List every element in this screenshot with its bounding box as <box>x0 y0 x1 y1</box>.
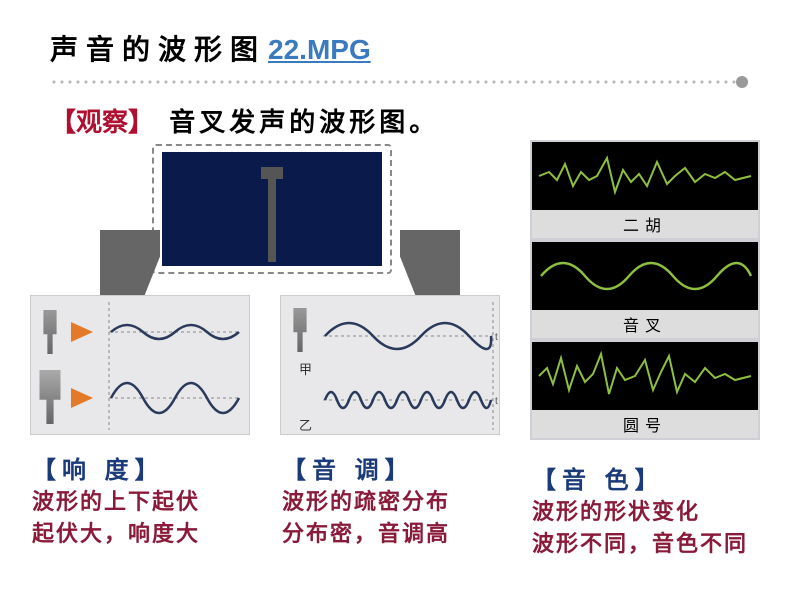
bracket: 】 <box>135 457 165 484</box>
observe-row: 【观察】 音叉发声的波形图。 <box>50 102 439 139</box>
erhu-wave <box>535 146 755 206</box>
bracket: 】 <box>385 457 415 484</box>
divider-end-dot <box>736 76 748 88</box>
svg-text:t: t <box>495 396 498 407</box>
svg-text:t: t <box>495 332 498 343</box>
timbre-label-fork: 音叉 <box>530 310 760 340</box>
arrow-right-icon <box>400 230 460 300</box>
panel-timbre: 二胡 音叉 圆号 <box>530 140 760 440</box>
fork-stem <box>268 172 276 262</box>
bracket: 【 <box>532 467 562 494</box>
page-title-row: 声音的波形图 22.MPG <box>50 28 371 68</box>
desc-pitch: 波形的疏密分布 分布密，音调高 <box>282 486 450 550</box>
bracket-open: 【 <box>50 107 76 137</box>
bracket: 【 <box>282 457 312 484</box>
loudness-figure <box>31 296 250 435</box>
bracket: 【 <box>32 457 62 484</box>
timbre-label-erhu: 二胡 <box>530 210 760 240</box>
tuning-fork-image <box>162 152 382 266</box>
title-link[interactable]: 22.MPG <box>268 34 371 66</box>
desc-timbre: 波形的形状变化 波形不同，音色不同 <box>532 496 748 560</box>
timbre-box-fork <box>530 240 760 310</box>
caption-pitch: 【音 调】 <box>282 450 415 485</box>
pitch-figure: 甲 乙 t t <box>281 296 500 435</box>
pitch-label-bot: 乙 <box>299 418 312 433</box>
caption-timbre: 【音 色】 <box>532 460 665 495</box>
horn-wave <box>535 346 755 406</box>
timbre-box-horn <box>530 340 760 410</box>
page-title: 声音的波形图 <box>50 28 266 68</box>
panel-loudness <box>30 295 250 435</box>
tuning-fork-card <box>152 144 392 274</box>
bracket: 】 <box>635 467 665 494</box>
caption-loudness: 【响 度】 <box>32 450 165 485</box>
fork-wave <box>535 246 755 306</box>
dotted-divider <box>50 78 744 86</box>
bracket-close: 】 <box>128 107 154 137</box>
panel-pitch: 甲 乙 t t <box>280 295 500 435</box>
arrow-left-icon <box>100 230 160 300</box>
timbre-box-erhu <box>530 140 760 210</box>
observe-text: 音叉发声的波形图。 <box>169 107 439 137</box>
desc-loudness: 波形的上下起伏 起伏大，响度大 <box>32 486 200 550</box>
timbre-label-horn: 圆号 <box>530 410 760 440</box>
observe-label: 观察 <box>76 107 128 137</box>
pitch-label-top: 甲 <box>299 362 312 377</box>
